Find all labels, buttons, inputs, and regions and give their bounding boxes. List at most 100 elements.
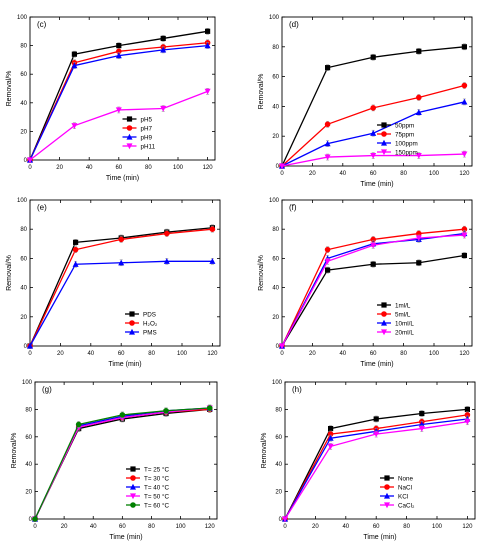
data-point: [325, 65, 330, 70]
chart-panel-0: (c)0 20 40 60 80 100 120020406080100Time (min)…: [6, 15, 215, 182]
data-point: [73, 247, 79, 253]
legend-label: pH11: [141, 143, 156, 150]
x-tick-label: 120: [207, 351, 218, 357]
series-line: [282, 255, 464, 346]
panel-label: (g): [42, 385, 52, 394]
legend-swatch-marker: [127, 125, 133, 131]
y-tick-label: 60: [20, 72, 27, 78]
legend-label: 20ml/L: [395, 329, 414, 336]
legend-label: T= 30 °C: [144, 474, 170, 482]
legend-label: 5ml/L: [395, 311, 411, 318]
x-tick-label: 80: [400, 351, 407, 357]
legend-swatch-marker: [381, 311, 387, 317]
plot-frame: [35, 382, 217, 519]
x-tick-label: 100: [429, 171, 440, 177]
legend-label: pH5: [141, 116, 153, 123]
y-tick-label: 80: [20, 44, 27, 50]
data-point: [328, 426, 333, 431]
legend-swatch-marker: [129, 311, 134, 316]
data-point: [465, 407, 470, 412]
x-tick-label: 60: [370, 171, 377, 177]
x-tick-label: 40: [90, 524, 97, 530]
x-tick-label: 120: [205, 524, 216, 530]
y-tick-label: 60: [272, 75, 279, 81]
legend-swatch-marker: [381, 122, 386, 127]
data-point: [461, 99, 467, 105]
legend-label: H₂O₂: [143, 320, 158, 327]
x-tick-label: 40: [86, 165, 93, 171]
x-tick-label: 80: [148, 351, 155, 357]
x-tick-label: 0: [283, 524, 287, 530]
legend-label: None: [398, 475, 414, 482]
y-axis-label: Removal/%: [258, 74, 265, 110]
plot-frame: [282, 200, 472, 346]
legend-label: NaCl: [398, 484, 412, 491]
legend-swatch-marker: [130, 466, 135, 471]
legend-label: pH7: [141, 125, 153, 132]
y-tick-label: 40: [272, 104, 279, 110]
y-tick-label: 100: [17, 198, 28, 204]
y-tick-label: 0: [276, 164, 280, 170]
legend-swatch-marker: [384, 484, 390, 490]
y-tick-label: 100: [22, 380, 33, 386]
y-tick-label: 40: [272, 286, 279, 292]
data-point: [210, 226, 216, 232]
y-tick-label: 80: [20, 227, 27, 233]
y-tick-label: 40: [25, 462, 32, 468]
data-point: [164, 231, 170, 237]
x-axis-label: Time (min): [106, 175, 139, 182]
chart-panel-1: (d)0 20 40 60 80 100 120020406080100Time (min)…: [258, 15, 472, 188]
data-point: [325, 247, 331, 253]
y-tick-label: 60: [20, 256, 27, 262]
y-tick-label: 0: [24, 158, 28, 164]
y-tick-label: 20: [275, 490, 282, 496]
y-axis-label: Removal/%: [261, 433, 268, 469]
legend-label: T= 50 °C: [144, 492, 170, 500]
legend: None NaCl KCl CaCl₂: [380, 475, 415, 509]
x-tick-label: 100: [432, 524, 443, 530]
chart-panel-3: (f)0 20 40 60 80 100 120020406080100Time (min)…: [258, 198, 472, 368]
y-tick-label: 80: [272, 227, 279, 233]
data-point: [207, 405, 213, 411]
legend-label: 50ppm: [395, 122, 414, 129]
x-tick-label: 20: [309, 171, 316, 177]
x-tick-label: 120: [203, 165, 214, 171]
x-tick-label: 40: [342, 524, 349, 530]
legend-swatch-marker: [130, 475, 136, 481]
y-axis-label: Removal/%: [11, 433, 18, 469]
legend-label: CaCl₂: [398, 502, 415, 509]
legend: 50ppm 75ppm 100ppm 150ppm: [377, 122, 418, 156]
x-tick-label: 40: [87, 351, 94, 357]
y-tick-label: 100: [269, 198, 280, 204]
series-line: [35, 408, 210, 519]
data-point: [163, 408, 169, 414]
panel-label: (c): [37, 20, 47, 29]
legend-label: 10ml/L: [395, 320, 414, 327]
y-axis-label: Removal/%: [6, 255, 13, 291]
y-axis-label: Removal/%: [258, 255, 265, 291]
x-axis-label: Time (min): [360, 361, 393, 368]
series-line: [30, 229, 212, 346]
y-tick-label: 80: [275, 407, 282, 413]
data-point: [374, 416, 379, 421]
legend-label: PDS: [143, 311, 156, 318]
data-point: [120, 412, 126, 418]
x-tick-label: 20: [57, 351, 64, 357]
x-tick-label: 40: [339, 351, 346, 357]
x-tick-label: 120: [459, 351, 470, 357]
data-point: [462, 253, 467, 258]
data-point: [416, 49, 421, 54]
data-point: [325, 121, 331, 127]
x-tick-label: 60: [119, 524, 126, 530]
x-tick-label: 60: [118, 351, 125, 357]
y-tick-label: 0: [24, 344, 28, 350]
panel-label: (d): [289, 20, 299, 29]
y-tick-label: 60: [275, 435, 282, 441]
x-tick-label: 0: [28, 351, 32, 357]
legend-label: T= 40 °C: [144, 483, 170, 491]
x-tick-label: 60: [370, 351, 377, 357]
panel-label: (e): [37, 203, 47, 212]
data-point: [462, 44, 467, 49]
legend-label: KCl: [398, 493, 408, 500]
